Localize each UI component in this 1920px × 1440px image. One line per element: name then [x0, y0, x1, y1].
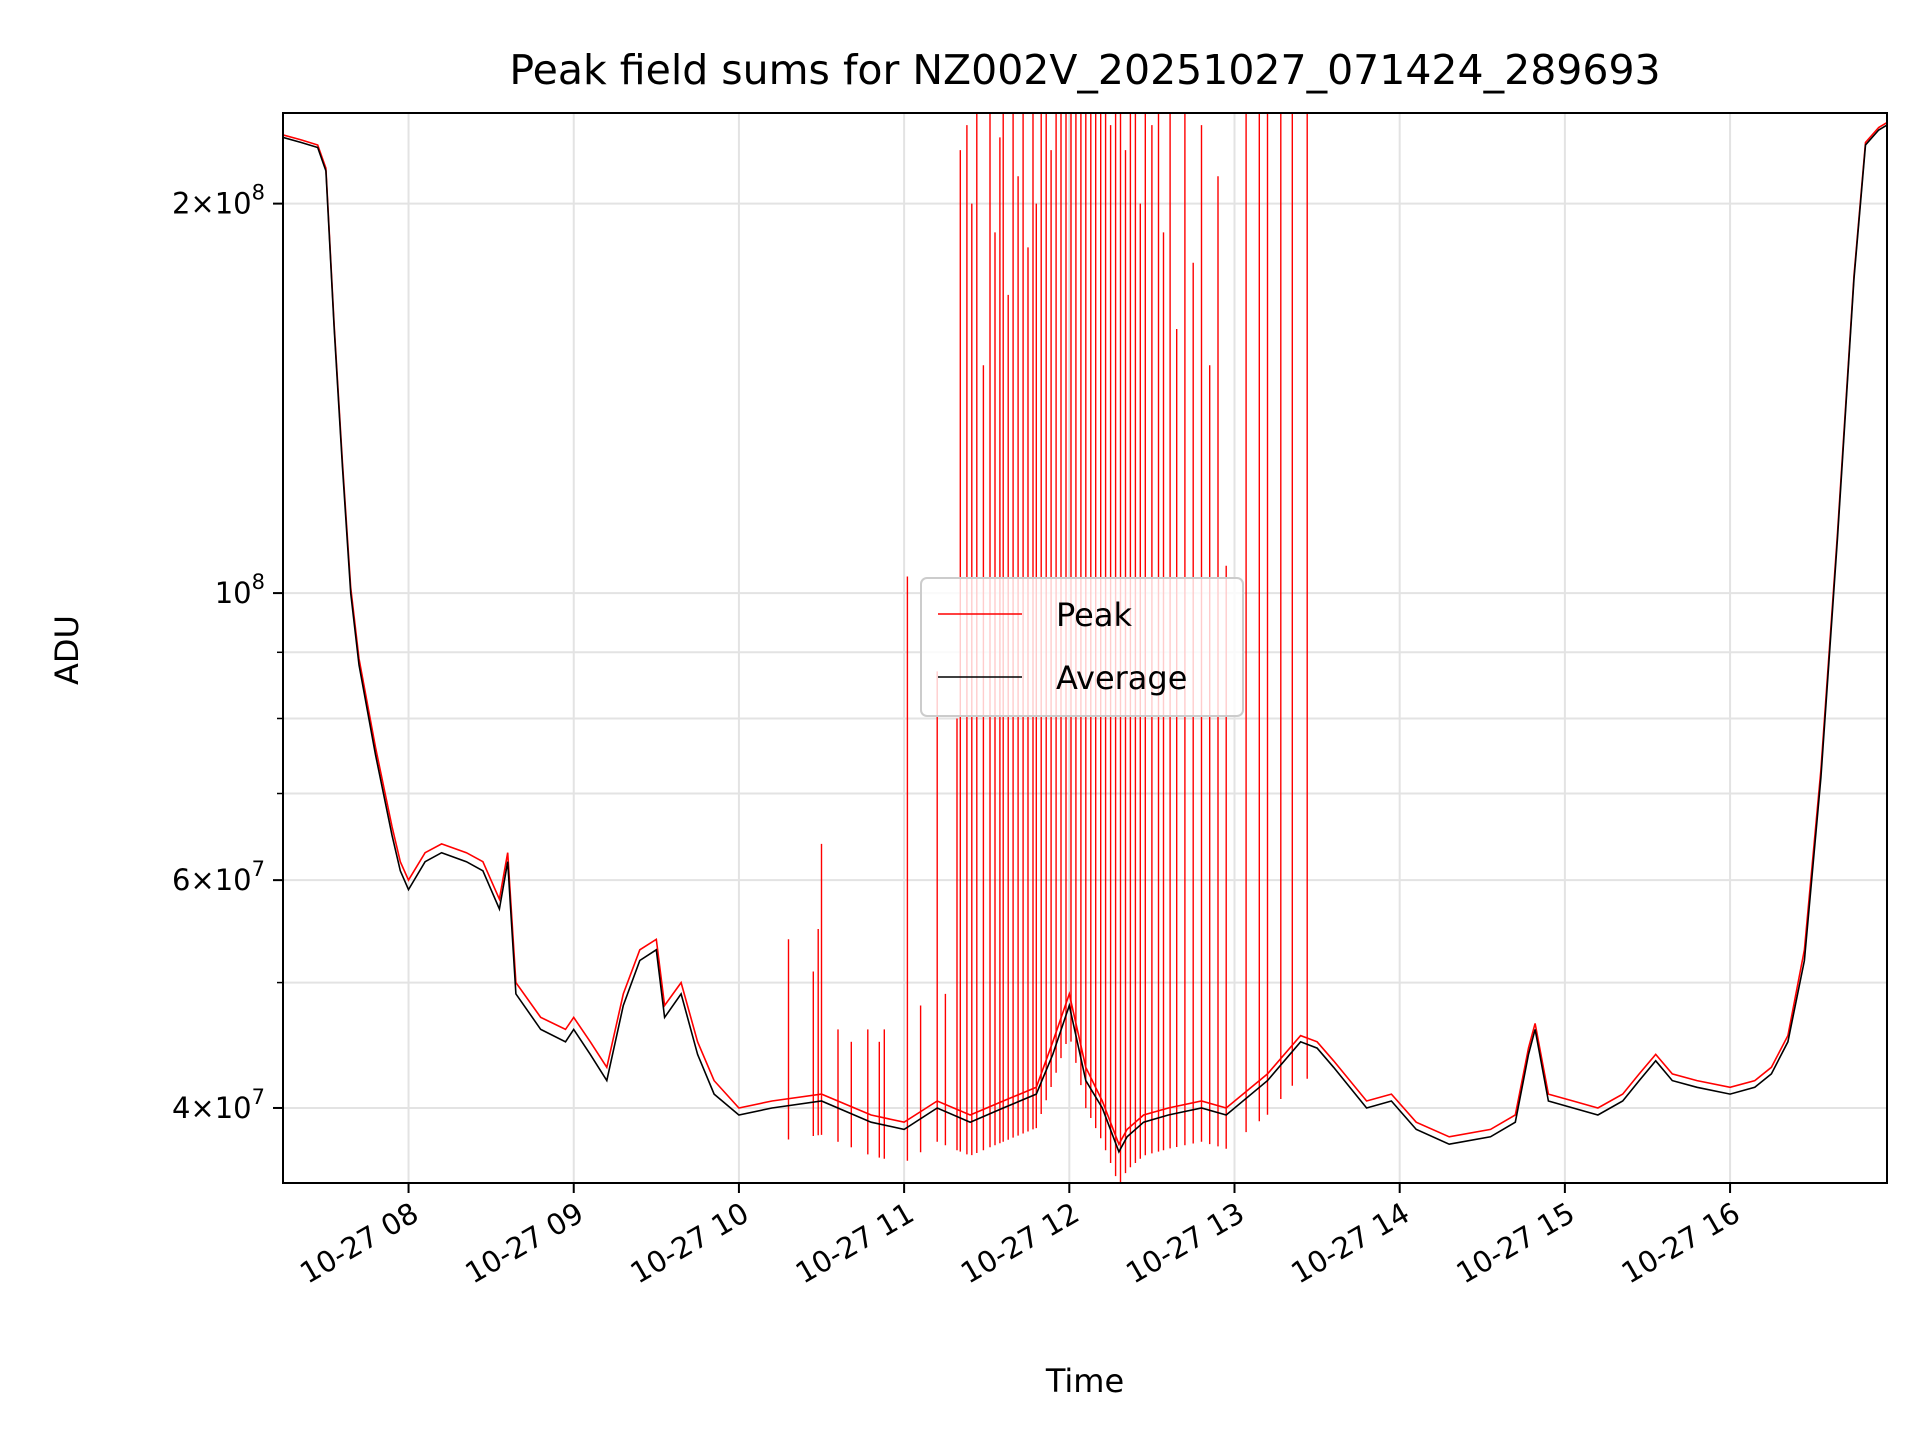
- legend-box: [920, 577, 1244, 717]
- y-tick-label: 108: [215, 570, 265, 610]
- legend-label-peak: Peak: [1056, 596, 1132, 634]
- y-tick-label: 2×108: [172, 181, 265, 221]
- y-axis-label: ADU: [48, 615, 86, 685]
- plot-frame: [282, 112, 1888, 1184]
- legend: Peak Average: [920, 577, 1244, 717]
- chart-title: Peak field sums for NZ002V_20251027_0714…: [509, 46, 1660, 94]
- y-tick-label: 6×107: [172, 857, 265, 897]
- peak-series-line: [283, 121, 1887, 1147]
- legend-label-average: Average: [1056, 659, 1187, 697]
- grid-lines: [283, 113, 1887, 1183]
- y-tick-label: 4×107: [172, 1085, 265, 1125]
- average-series-line: [283, 124, 1887, 1154]
- x-axis-label: Time: [1045, 1362, 1124, 1400]
